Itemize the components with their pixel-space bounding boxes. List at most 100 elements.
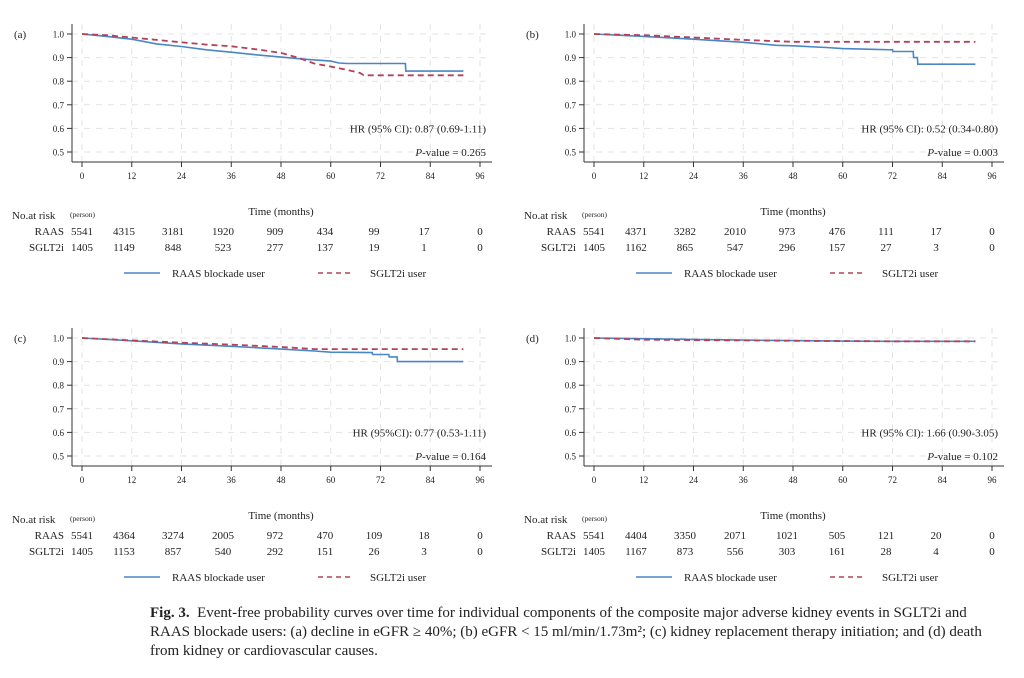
x-tick-label: 0 [80,475,85,485]
y-tick-label: 0.9 [53,53,65,63]
x-tick-label: 36 [739,475,749,485]
y-tick-label: 0.7 [565,404,577,414]
x-axis-title: Time (months) [760,206,826,218]
risk-count: 137 [317,242,334,254]
risk-count: 4404 [625,530,648,542]
risk-count: 161 [829,546,846,558]
risk-row-label: SGLT2i [541,546,576,558]
risk-count: 0 [477,530,483,542]
x-tick-label: 36 [227,475,237,485]
hazard-ratio-annotation: HR (95% CI): 1.66 (0.90-3.05) [861,427,998,439]
x-tick-label: 96 [988,171,998,181]
x-tick-label: 60 [326,171,336,181]
risk-count: 303 [779,546,796,558]
risk-count: 857 [165,546,182,558]
x-tick-label: 48 [789,171,799,181]
raas-curve [81,337,464,363]
risk-row-label: RAAS [35,530,64,542]
y-tick-label: 1.0 [53,334,65,344]
x-tick-label: 12 [639,475,648,485]
panel-label: (d) [526,333,539,345]
risk-count: 1162 [625,242,647,254]
panel-label: (b) [526,29,539,41]
legend-raas-label: RAAS blockade user [684,268,777,280]
risk-row-label: SGLT2i [29,242,64,254]
risk-count: 476 [829,226,846,238]
km-panel-c: (c) 1.0 0.9 0.8 0.7 0.6 0.5 0 12 24 36 48 60 72 84 96 HR… [0,304,512,604]
y-tick-label: 0.9 [565,357,577,367]
y-tick-label: 0.8 [53,77,65,87]
risk-count: 17 [931,226,943,238]
x-axis-title: Time (months) [248,510,314,522]
risk-count: 277 [267,242,284,254]
y-tick-label: 0.5 [53,452,65,462]
hazard-ratio-annotation: HR (95%CI): 0.77 (0.53-1.11) [353,427,487,439]
risk-count: 3181 [162,226,184,238]
x-tick-label: 48 [277,475,287,485]
risk-count: 3 [933,242,939,254]
risk-count: 151 [317,546,334,558]
risk-count: 20 [931,530,943,542]
risk-count: 2071 [724,530,746,542]
risk-count: 470 [317,530,334,542]
y-tick-label: 0.7 [53,404,65,414]
x-tick-label: 48 [277,171,287,181]
km-panel-b: (b) 1.0 0.9 0.8 0.7 0.6 0.5 0 12 24 36 48 60 72 84 96 HR… [512,0,1024,300]
risk-count: 848 [165,242,182,254]
risk-count: 865 [677,242,694,254]
p-value-annotation: P-value = 0.265 [414,147,486,159]
x-tick-label: 72 [376,475,385,485]
risk-count: 1405 [583,242,606,254]
p-value-annotation: P-value = 0.102 [926,451,998,463]
legend-sglt2i-label: SGLT2i user [370,268,426,280]
risk-table-unit: (person) [70,514,95,523]
caption-fig-label: Fig. 3. [150,605,190,621]
risk-count: 5541 [71,226,93,238]
legend-sglt2i-label: SGLT2i user [370,572,426,584]
y-tick-label: 0.8 [565,77,577,87]
x-tick-label: 24 [689,475,699,485]
risk-count: 523 [215,242,232,254]
risk-count: 0 [477,242,483,254]
km-panel-d: (d) 1.0 0.9 0.8 0.7 0.6 0.5 0 12 24 36 48 60 72 84 96 HR… [512,304,1024,604]
risk-row-label: RAAS [35,226,64,238]
raas-curve [81,33,464,72]
risk-count: 1405 [71,242,94,254]
risk-count: 0 [989,530,995,542]
x-tick-label: 36 [227,171,237,181]
risk-count: 2010 [724,226,747,238]
risk-count: 1405 [71,546,94,558]
x-tick-label: 84 [426,475,436,485]
risk-count: 27 [881,242,893,254]
risk-row-label: SGLT2i [29,546,64,558]
risk-count: 973 [779,226,796,238]
risk-count: 540 [215,546,232,558]
x-tick-label: 0 [592,171,597,181]
km-plot: (d) 1.0 0.9 0.8 0.7 0.6 0.5 0 12 24 36 48 60 72 84 96 HR… [524,328,1004,584]
x-tick-label: 24 [689,171,699,181]
raas-curve [593,33,976,65]
risk-table-unit: (person) [582,210,607,219]
x-tick-label: 72 [376,171,385,181]
risk-table-unit: (person) [70,210,95,219]
risk-count: 556 [727,546,744,558]
legend-raas-label: RAAS blockade user [684,572,777,584]
y-tick-label: 0.6 [53,124,65,134]
x-tick-label: 84 [938,171,948,181]
x-tick-label: 96 [476,171,486,181]
risk-count: 5541 [71,530,93,542]
x-tick-label: 72 [888,171,897,181]
risk-count: 1405 [583,546,606,558]
y-tick-label: 1.0 [565,334,577,344]
km-panel-a: (a) 1.0 0.9 0.8 0.7 0.6 0.5 0 12 24 36 48 60 72 84 96 HR… [0,0,512,300]
risk-count: 157 [829,242,846,254]
x-tick-label: 36 [739,171,749,181]
sglt2i-curve [593,33,976,43]
risk-count: 1920 [212,226,235,238]
risk-count: 111 [878,226,894,238]
risk-count: 5541 [583,530,605,542]
risk-count: 99 [369,226,381,238]
km-plot: (b) 1.0 0.9 0.8 0.7 0.6 0.5 0 12 24 36 48 60 72 84 96 HR… [524,24,1004,280]
risk-count: 19 [369,242,381,254]
x-tick-label: 12 [639,171,648,181]
